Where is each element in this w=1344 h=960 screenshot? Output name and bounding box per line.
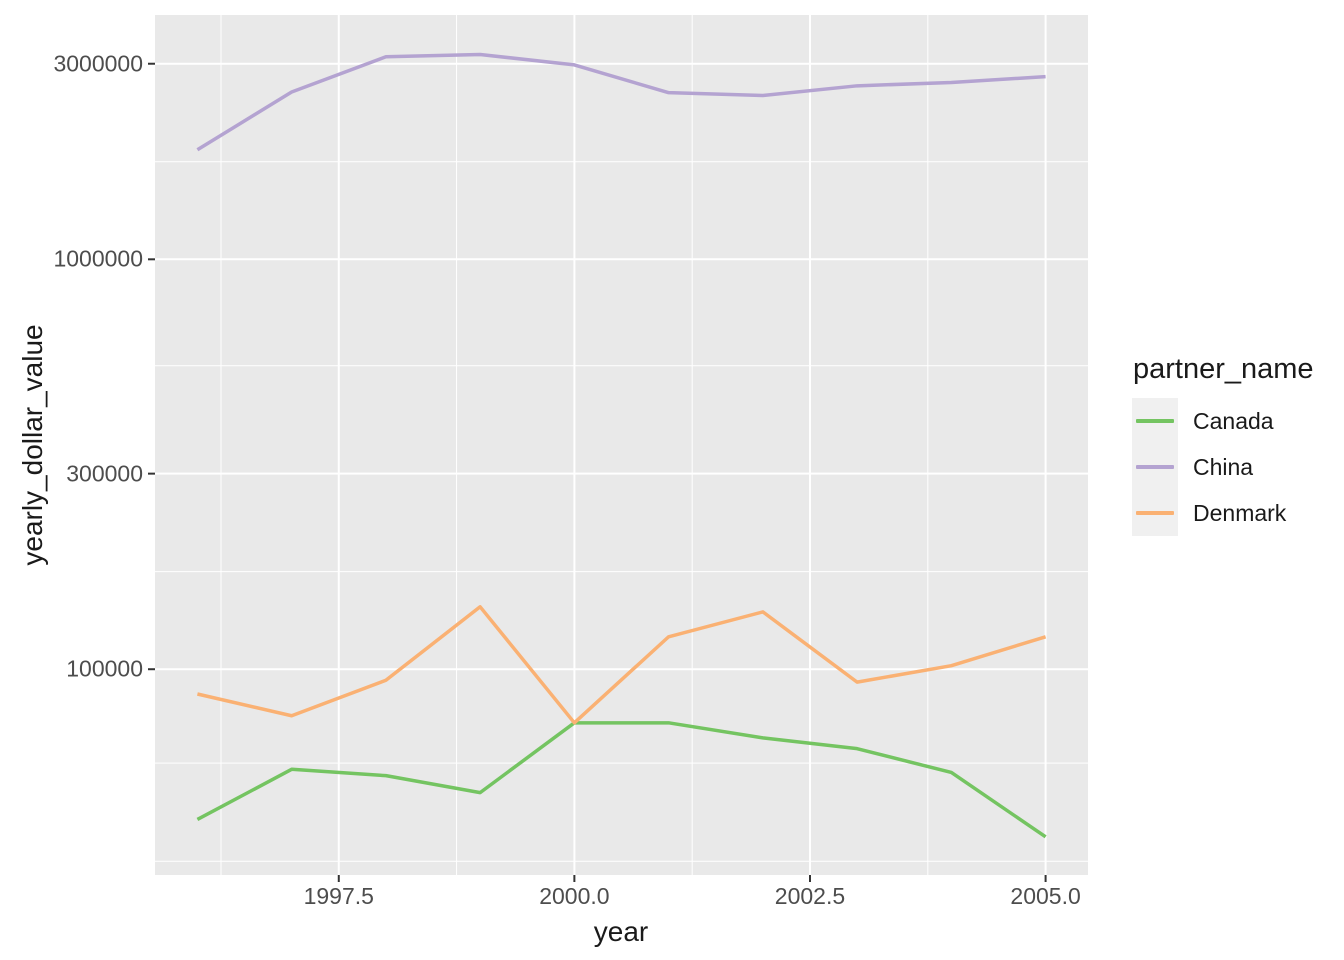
legend-label-canada: Canada [1193,407,1274,434]
x-tick-label: 2002.5 [774,883,846,909]
x-tick-label: 1997.5 [303,883,374,909]
x-tick-label: 2005.0 [1010,883,1081,909]
legend-label-china: China [1193,453,1254,480]
x-tick-label: 2000.0 [539,883,610,909]
y-tick-label: 100000 [66,655,143,682]
legend-title: partner_name [1133,353,1314,385]
y-tick-label: 300000 [66,460,143,487]
x-axis-title: year [593,916,649,947]
legend-key [1132,444,1178,490]
legend-key [1132,490,1178,536]
series-line-china [196,52,1046,152]
legend-label-denmark: Denmark [1193,499,1287,526]
y-axis-title: yearly_dollar_value [17,324,48,566]
y-tick-label: 3000000 [53,50,143,77]
panel-background [155,15,1088,875]
denmark-line-swatch-icon [1136,511,1174,515]
series-line-denmark [197,605,1047,725]
y-tick-label: 1000000 [53,245,143,272]
series-line-canada [196,721,1047,839]
legend-row-china: China [1132,444,1314,490]
canada-line-swatch-icon [1136,419,1174,423]
legend-row-denmark: Denmark [1132,490,1314,536]
legend-key [1132,398,1178,444]
legend-row-canada: Canada [1132,398,1314,444]
china-line-swatch-icon [1136,465,1174,469]
legend: partner_name Canada China Denmark [1132,352,1314,536]
